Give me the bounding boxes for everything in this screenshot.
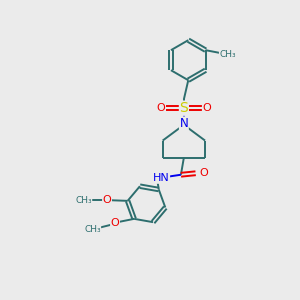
Text: CH₃: CH₃	[75, 196, 92, 205]
Text: N: N	[179, 117, 188, 130]
Text: HN: HN	[153, 173, 169, 183]
Text: CH₃: CH₃	[219, 50, 236, 59]
Text: CH₃: CH₃	[84, 225, 101, 234]
Text: S: S	[179, 101, 188, 115]
Text: O: O	[199, 168, 208, 178]
Text: O: O	[111, 218, 119, 228]
Text: O: O	[103, 195, 111, 205]
Text: O: O	[202, 103, 211, 113]
Text: O: O	[157, 103, 165, 113]
